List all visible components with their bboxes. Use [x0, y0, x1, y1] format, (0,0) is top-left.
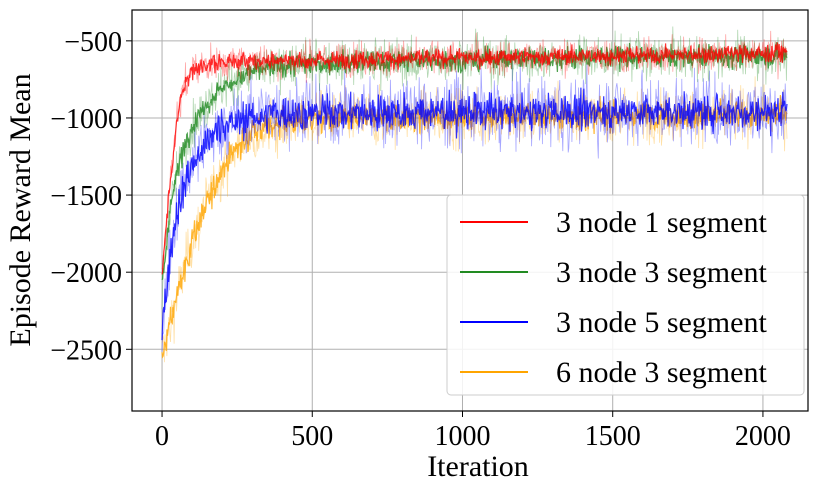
legend-label-2: 3 node 3 segment — [556, 256, 767, 289]
ticks: 0 500 1000 1500 2000 −500 −1000 −1500 −2000 −2500 — [50, 27, 791, 452]
y-tick-label: −2500 — [50, 335, 122, 366]
plot-frame — [131, 9, 809, 412]
y-tick-label: −1500 — [50, 181, 122, 212]
x-tick-label: 1000 — [434, 421, 490, 452]
x-tick-label: 0 — [155, 421, 169, 452]
y-tick-label: −2000 — [50, 258, 122, 289]
series-line-1 — [161, 42, 788, 275]
x-tick-label: 1500 — [585, 421, 641, 452]
x-tick-label: 500 — [291, 421, 333, 452]
series-lines — [161, 26, 788, 363]
y-tick-label: −500 — [64, 27, 122, 58]
y-tick-label: −1000 — [50, 104, 122, 135]
x-axis-title: Iteration — [427, 450, 529, 483]
legend-label-3: 3 node 5 segment — [556, 306, 767, 339]
legend: 3 node 1 segment 3 node 3 segment 3 node 5… — [446, 194, 805, 396]
x-tick-label: 2000 — [735, 421, 791, 452]
series-line-3 — [161, 87, 788, 341]
legend-label-4: 6 node 3 segment — [556, 356, 767, 389]
legend-label-1: 3 node 1 segment — [556, 206, 767, 239]
legend-box — [446, 194, 805, 396]
y-axis-title: Episode Reward Mean — [4, 73, 37, 346]
series-line-2 — [161, 41, 788, 281]
